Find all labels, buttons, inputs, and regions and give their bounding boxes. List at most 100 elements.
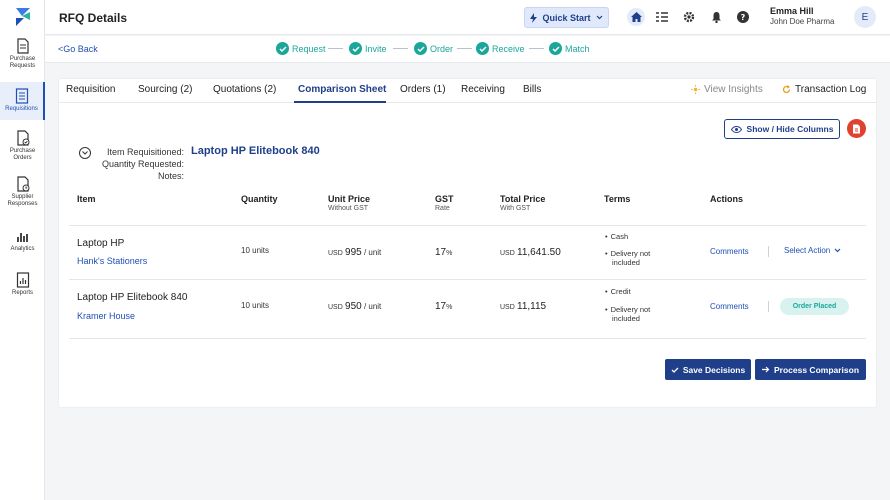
sidebar-item-supplier-responses[interactable]: Supplier Responses [0, 176, 45, 208]
tab-quotations[interactable]: Quotations (2) [213, 84, 277, 95]
sidebar-label: Requisitions [5, 106, 38, 112]
document-icon [16, 38, 29, 54]
row-gst: 17% [435, 247, 453, 258]
tab-orders[interactable]: Orders (1) [400, 84, 446, 95]
user-org: John Doe Pharma [770, 17, 835, 26]
arrow-right-icon [761, 366, 770, 373]
sidebar-item-purchase-orders[interactable]: Purchase Orders [0, 130, 45, 162]
eye-icon [730, 125, 742, 133]
header-terms: Terms [604, 194, 631, 204]
comments-link[interactable]: Comments [710, 302, 749, 311]
row-quantity: 10 units [241, 301, 270, 310]
transaction-log-button[interactable]: Transaction Log [782, 84, 866, 95]
tab-comparison-sheet[interactable]: Comparison Sheet [298, 84, 387, 95]
sidebar-item-purchase-requests[interactable]: Purchase Requests [0, 38, 45, 70]
save-decisions-button[interactable]: Save Decisions [665, 359, 751, 380]
row-divider [69, 225, 866, 226]
check-circle-icon [349, 42, 362, 55]
step-receive: Receive [476, 42, 525, 55]
header-actions: Actions [710, 194, 744, 204]
step-connector [393, 48, 408, 49]
show-hide-columns-button[interactable]: Show / Hide Columns [724, 119, 840, 139]
collapse-toggle[interactable] [79, 147, 91, 159]
quantity-requested-label: Quantity Requested: [101, 159, 184, 169]
sidebar-item-requisitions[interactable]: Requisitions [0, 82, 45, 120]
row-total-price: USD 11,641.50 [500, 247, 561, 258]
comparison-card: Requisition Sourcing (2) Quotations (2) … [59, 79, 876, 407]
step-connector [457, 48, 472, 49]
row-vendor-link[interactable]: Hank's Stationers [77, 256, 148, 266]
row-quantity: 10 units [241, 246, 270, 255]
comments-link[interactable]: Comments [710, 247, 749, 256]
item-requisitioned-value: Laptop HP Elitebook 840 [191, 145, 320, 157]
tab-sourcing[interactable]: Sourcing (2) [138, 84, 193, 95]
action-divider [768, 246, 769, 257]
gear-icon[interactable] [680, 8, 698, 26]
status-badge: Order Placed [780, 298, 849, 315]
response-icon [16, 176, 29, 192]
row-term: Cash [605, 232, 629, 241]
step-match: Match [549, 42, 590, 55]
bell-icon[interactable] [707, 8, 725, 26]
avatar[interactable]: E [854, 6, 876, 28]
item-requisitioned-label: Item Requisitioned: [106, 147, 184, 157]
refresh-icon [782, 85, 791, 94]
step-connector [328, 48, 343, 49]
tab-bills[interactable]: Bills [523, 84, 542, 95]
chevron-down-icon [596, 15, 602, 20]
list-view-icon[interactable] [653, 8, 671, 26]
help-icon[interactable]: ? [734, 8, 752, 26]
check-circle-icon [276, 42, 289, 55]
row-total-price: USD 11,115 [500, 301, 547, 312]
step-request: Request [276, 42, 326, 55]
header-unit-price: Unit Price Without GST [328, 194, 371, 212]
sidebar-label: Supplier Responses [7, 194, 38, 207]
notes-label: Notes: [157, 171, 184, 181]
row-unit-price: USD 950 / unit [328, 301, 382, 312]
order-icon [16, 130, 29, 146]
step-invite: Invite [349, 42, 387, 55]
row-divider [69, 338, 866, 339]
check-circle-icon [414, 42, 427, 55]
row-unit-price: USD 995 / unit [328, 247, 382, 258]
row-term: Credit [605, 287, 631, 296]
row-item-name: Laptop HP [77, 238, 125, 249]
analytics-icon [16, 233, 28, 242]
row-divider [69, 279, 866, 280]
tab-receiving[interactable]: Receiving [461, 84, 505, 95]
requisition-icon [15, 88, 28, 104]
user-name: Emma Hill [770, 6, 814, 16]
tab-requisition[interactable]: Requisition [66, 84, 116, 95]
view-insights-button[interactable]: View Insights [691, 84, 763, 95]
sidebar-label: Analytics [10, 246, 35, 252]
pdf-icon [853, 124, 860, 133]
top-header: RFQ Details Quick Start ? Emma Hill John… [45, 0, 890, 35]
header-item: Item [77, 194, 96, 204]
app-logo[interactable] [12, 6, 34, 28]
sidebar: Purchase Requests Requisitions Purchase Or… [0, 0, 45, 500]
chevron-down-icon [82, 151, 88, 155]
pdf-export-button[interactable] [847, 119, 866, 138]
sidebar-item-reports[interactable]: Reports [0, 272, 45, 297]
sun-icon [691, 85, 700, 94]
process-comparison-button[interactable]: Process Comparison [755, 359, 866, 380]
header-quantity: Quantity [241, 194, 278, 204]
row-item-name: Laptop HP Elitebook 840 [77, 292, 188, 303]
active-tab-indicator [294, 101, 386, 103]
progress-bar: <Go Back Request Invite Order Receive Ma… [45, 36, 890, 63]
check-icon [671, 367, 679, 373]
select-action-dropdown[interactable]: Select Action [784, 246, 841, 255]
row-vendor-link[interactable]: Kramer House [77, 311, 136, 321]
step-order: Order [414, 42, 453, 55]
go-back-link[interactable]: <Go Back [58, 44, 98, 54]
home-icon[interactable] [627, 8, 645, 26]
step-connector [529, 48, 544, 49]
sidebar-label: Reports [11, 290, 33, 296]
page-title: RFQ Details [59, 11, 128, 25]
sidebar-item-analytics[interactable]: Analytics [0, 230, 45, 253]
chevron-down-icon [834, 248, 841, 253]
reports-icon [16, 272, 29, 288]
quick-start-button[interactable]: Quick Start [524, 7, 609, 28]
header-gst: GST Rate [435, 194, 454, 212]
